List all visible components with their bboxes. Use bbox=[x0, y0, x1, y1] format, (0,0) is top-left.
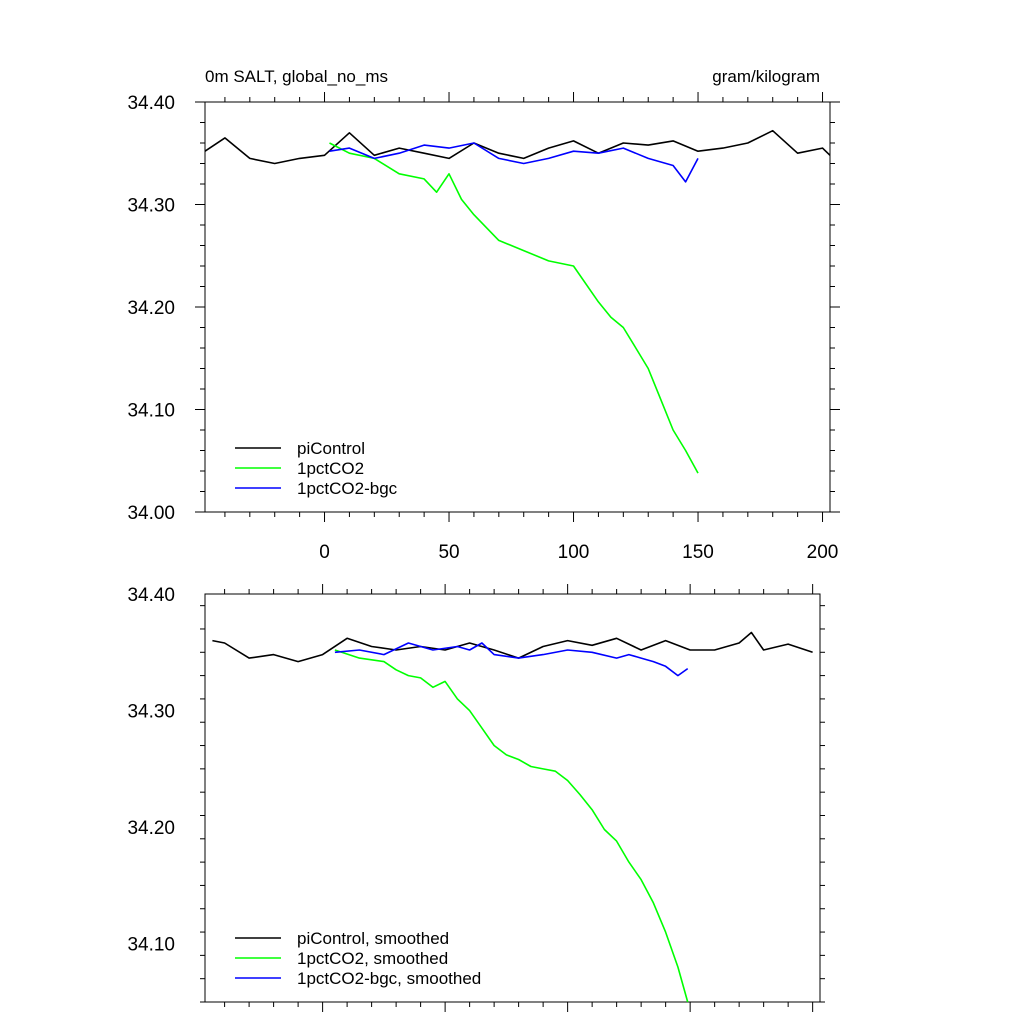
x-tick-label: 200 bbox=[807, 542, 839, 563]
y-tick-label: 34.30 bbox=[127, 702, 175, 723]
panel-title: 0m SALT, global_no_ms bbox=[205, 67, 388, 86]
units-label: gram/kilogram bbox=[712, 67, 820, 86]
series-line-bottom-1 bbox=[334, 649, 689, 1003]
series-line-top-1 bbox=[329, 142, 699, 474]
plot-panel-top: 34.00 34.10 34.20 34.30 34.40 0 50 100 150 200 piC… bbox=[127, 92, 840, 563]
y-tick-label: 34.00 bbox=[127, 503, 175, 524]
legend-label: 1pctCO2-bgc, smoothed bbox=[297, 969, 481, 988]
x-tick-label: 100 bbox=[558, 542, 590, 563]
y-tick-label: 34.20 bbox=[127, 298, 175, 319]
y-tick-label: 34.10 bbox=[127, 935, 175, 956]
series-line-top-0 bbox=[204, 129, 831, 165]
legend-label: 1pctCO2-bgc bbox=[297, 479, 398, 498]
legend-label: 1pctCO2, smoothed bbox=[297, 949, 448, 968]
y-tick-label: 34.30 bbox=[127, 196, 175, 217]
x-tick-label: 150 bbox=[682, 542, 714, 563]
y-tick-label: 34.20 bbox=[127, 818, 175, 839]
series-line-bottom-2 bbox=[334, 642, 689, 677]
legend-label: piControl, smoothed bbox=[297, 929, 449, 948]
y-tick-label: 34.40 bbox=[127, 585, 175, 606]
y-tick-label: 34.10 bbox=[127, 401, 175, 422]
x-tick-label: 50 bbox=[438, 542, 459, 563]
x-tick-label: 0 bbox=[319, 542, 330, 563]
y-tick-label: 34.40 bbox=[127, 93, 175, 114]
legend-label: 1pctCO2 bbox=[297, 459, 364, 478]
plot-frame bbox=[204, 593, 821, 1003]
legend-label: piControl bbox=[297, 439, 365, 458]
series-line-top-2 bbox=[329, 142, 699, 183]
